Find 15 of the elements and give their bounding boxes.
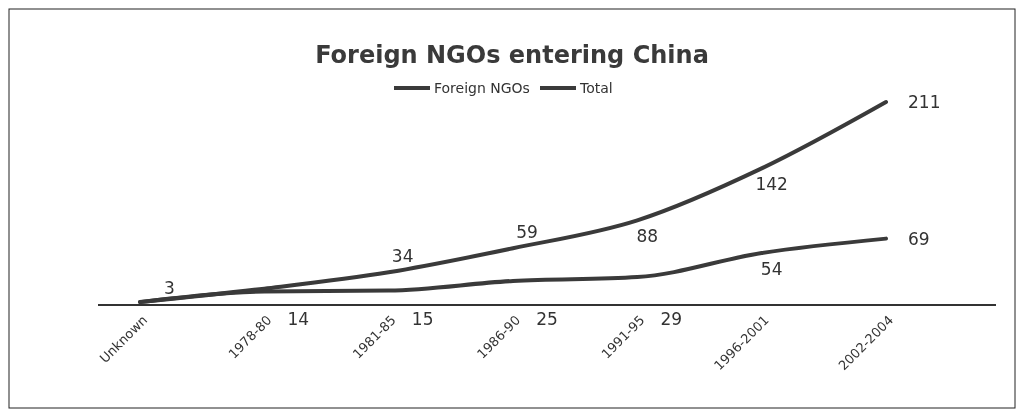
data-label: 59 xyxy=(516,222,538,243)
data-label: 29 xyxy=(660,309,683,329)
chart-title: Foreign NGOs entering China xyxy=(315,41,709,69)
data-label: 15 xyxy=(411,309,434,329)
data-label: 211 xyxy=(908,92,941,112)
data-label: 34 xyxy=(391,246,414,267)
data-label: 88 xyxy=(636,226,659,247)
data-label: 14 xyxy=(287,309,310,329)
data-label: 69 xyxy=(908,228,930,249)
data-label: 25 xyxy=(536,309,558,329)
data-label: 54 xyxy=(760,259,783,280)
legend-label: Foreign NGOs xyxy=(434,80,530,96)
data-label: 142 xyxy=(755,174,788,195)
data-label: 3 xyxy=(164,278,175,299)
legend-label: Total xyxy=(579,80,613,96)
